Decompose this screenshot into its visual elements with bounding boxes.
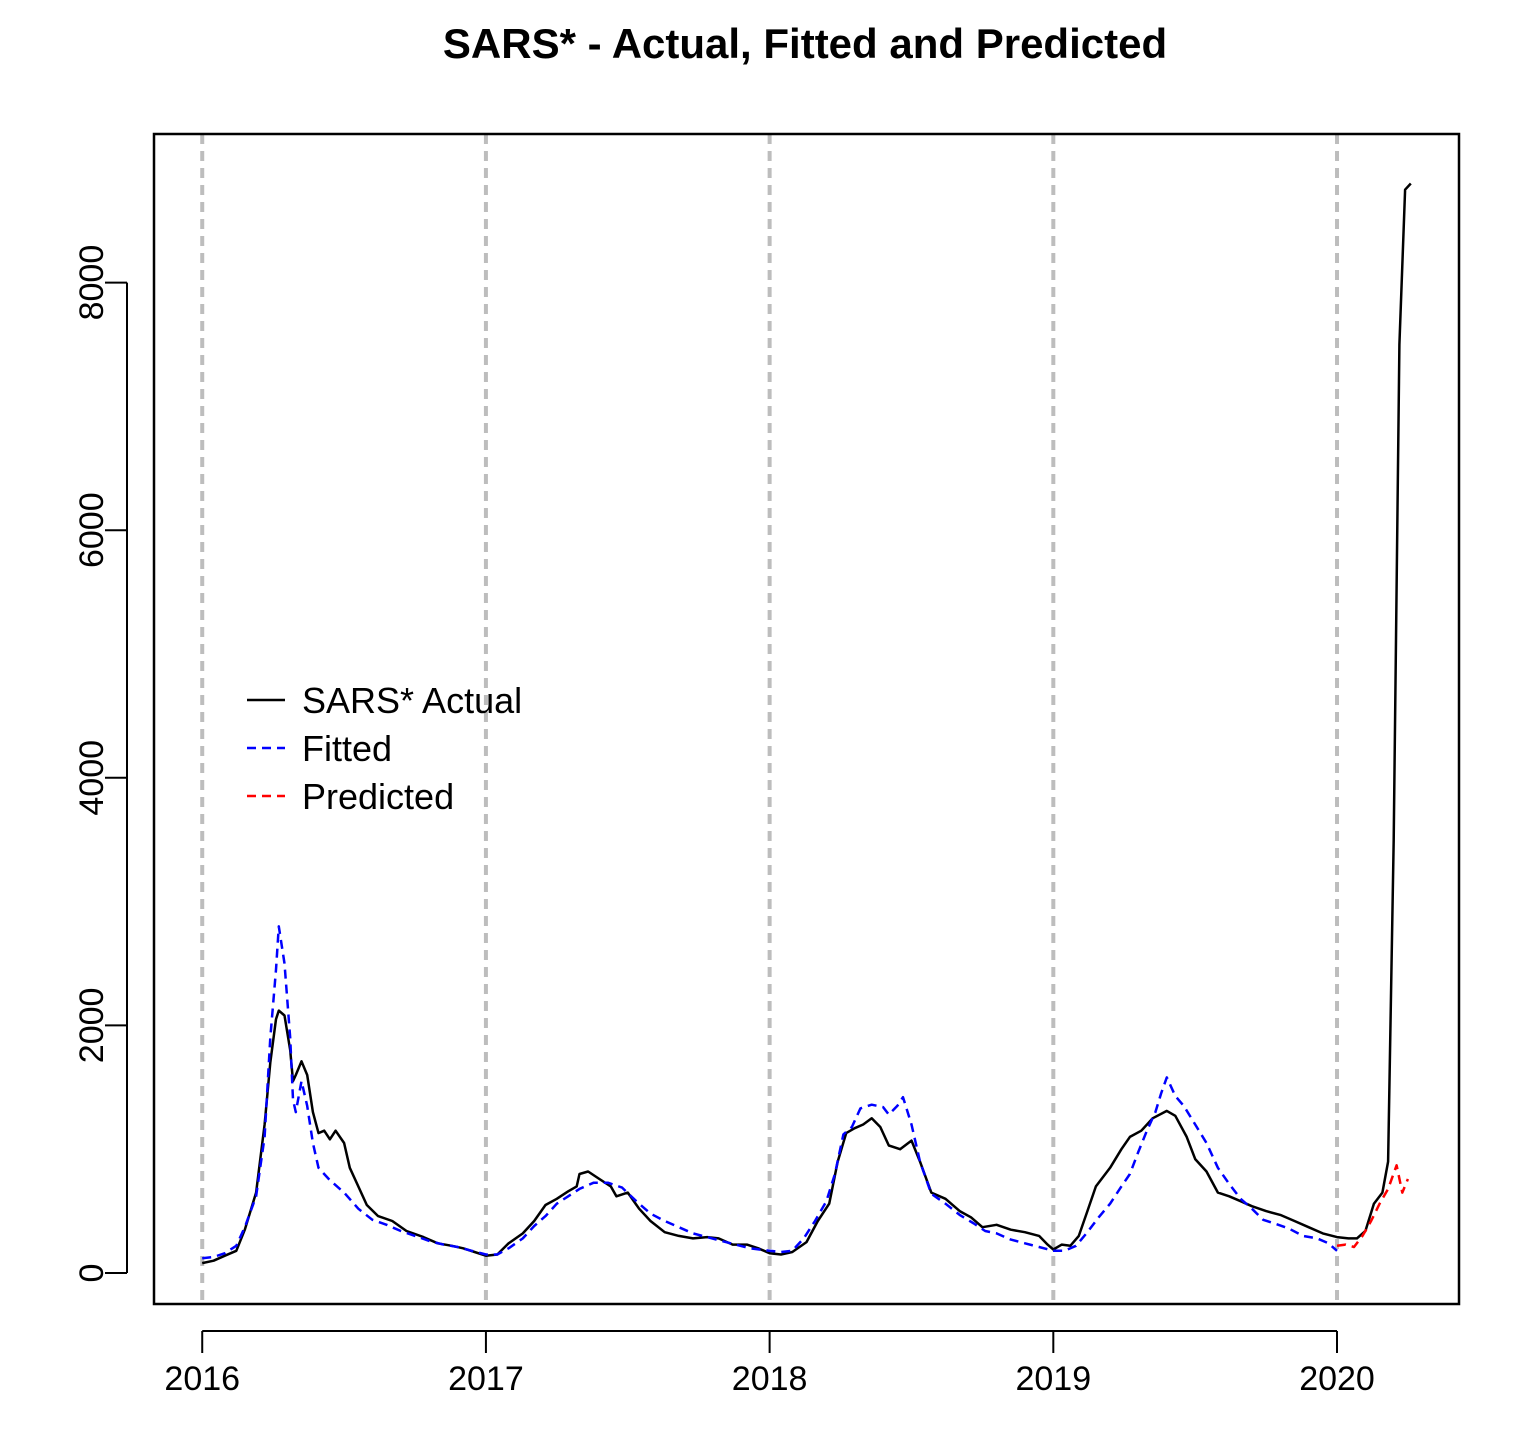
series-line-sars-actual (201, 182, 1412, 1265)
x-tick-label-2019: 2019 (1015, 1360, 1091, 1398)
legend-label-predicted: Predicted (302, 776, 454, 817)
legend-label-fitted: Fitted (302, 728, 392, 769)
x-tick-label-2017: 2017 (448, 1360, 524, 1398)
x-axis: 2016 2017 2018 2019 2020 (164, 1330, 1375, 1398)
x-tick-label-2020: 2020 (1299, 1360, 1375, 1398)
y-tick-label-0: 0 (73, 1264, 111, 1283)
series-line-fitted (202, 925, 1338, 1260)
plot-frame (152, 132, 1461, 1306)
y-tick-label-4000: 4000 (73, 740, 111, 816)
x-tick-label-2016: 2016 (164, 1360, 240, 1398)
x-tick-label-2018: 2018 (732, 1360, 808, 1398)
y-tick-label-2000: 2000 (73, 988, 111, 1064)
series-layer (201, 182, 1412, 1265)
y-tick-label-8000: 8000 (73, 245, 111, 321)
legend: SARS* Actual Fitted Predicted (247, 680, 522, 817)
y-axis: 0 2000 4000 6000 8000 (73, 245, 128, 1283)
year-grid-lines (200, 134, 1340, 1304)
series-line-predicted (1336, 1164, 1410, 1249)
chart-title: SARS* - Actual, Fitted and Predicted (443, 20, 1167, 67)
legend-label-sars-actual: SARS* Actual (302, 680, 522, 721)
y-tick-label-6000: 6000 (73, 492, 111, 568)
